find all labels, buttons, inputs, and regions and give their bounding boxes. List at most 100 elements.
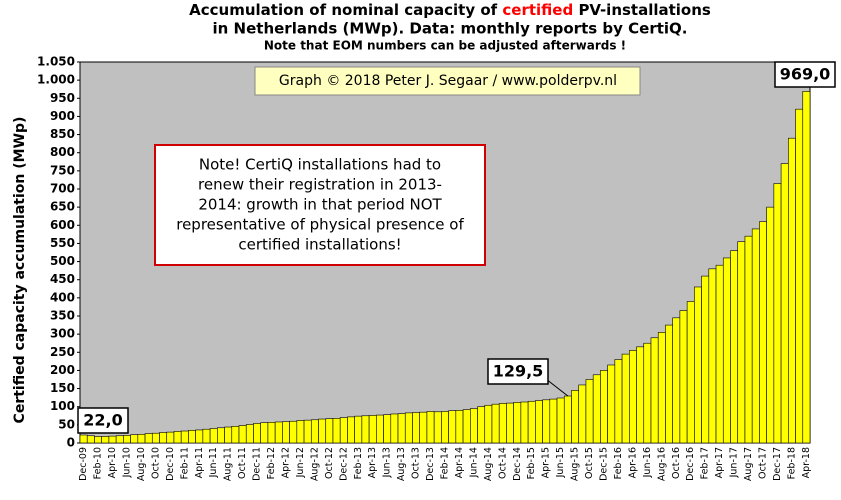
y-tick-label: 350: [50, 309, 75, 323]
bar: [404, 412, 413, 444]
bar: [151, 432, 160, 444]
x-tick-label: Apr-16: [627, 447, 638, 478]
bar: [592, 374, 601, 444]
bar: [600, 370, 608, 444]
bar: [722, 257, 731, 444]
x-tick-label: Feb-14: [440, 447, 451, 479]
y-tick-label: 600: [50, 218, 75, 232]
x-tick-label: Aug-15: [570, 447, 581, 481]
x-tick-label: Apr-15: [541, 447, 552, 478]
bar: [79, 434, 88, 444]
bar: [202, 428, 211, 444]
bar: [527, 400, 536, 444]
value-label: 129,5: [493, 362, 544, 381]
x-tick-label: Oct-10: [150, 447, 161, 479]
x-tick-label: Apr-11: [194, 447, 205, 478]
bar: [368, 415, 377, 444]
bar: [325, 418, 334, 444]
title-part: Accumulation of nominal capacity of: [189, 1, 502, 19]
x-tick-label: Apr-18: [801, 447, 812, 478]
bar: [101, 436, 110, 444]
bar: [520, 401, 529, 444]
x-tick-label: Aug-14: [483, 447, 494, 481]
chart-subtitle: Note that EOM numbers can be adjusted af…: [264, 39, 626, 53]
bar: [571, 390, 580, 444]
bar: [643, 342, 652, 444]
x-tick-label: Dec-12: [338, 447, 349, 481]
x-tick-label: Apr-14: [454, 447, 465, 478]
value-label: 22,0: [83, 411, 122, 430]
bar: [802, 91, 811, 444]
x-tick-label: Dec-09: [78, 447, 89, 481]
x-tick-label: Oct-14: [497, 447, 508, 479]
bar: [267, 422, 276, 444]
x-tick-label: Oct-13: [411, 447, 422, 479]
note-line: 2014: growth in that period NOT: [198, 196, 442, 214]
y-tick-label: 400: [50, 290, 75, 304]
bar: [224, 426, 233, 444]
bar: [607, 364, 616, 444]
bar: [788, 137, 796, 444]
note-line: Note! CertiQ installations had to: [199, 156, 441, 174]
bar: [238, 425, 247, 444]
x-tick-label: Dec-13: [425, 447, 436, 481]
y-tick-label: 850: [50, 127, 75, 141]
bar: [159, 432, 168, 444]
bar: [361, 415, 370, 444]
bar: [419, 411, 428, 444]
value-label-box: [77, 407, 129, 434]
bar: [209, 428, 218, 444]
x-tick-label: Feb-12: [266, 447, 277, 479]
y-tick-label: 300: [50, 327, 75, 341]
x-tick-label: Apr-13: [367, 447, 378, 478]
bar: [556, 397, 565, 444]
bar: [759, 221, 767, 444]
bar: [289, 420, 298, 444]
x-tick-label: Oct-17: [758, 447, 769, 479]
bar: [433, 411, 442, 444]
credit: Graph © 2018 Peter J. Segaar / www.polde…: [279, 73, 617, 89]
bar: [730, 250, 739, 444]
y-tick-label: 450: [50, 272, 75, 286]
bar: [180, 430, 189, 444]
y-tick-label: 150: [50, 381, 75, 395]
x-tick-label: Feb-17: [700, 447, 711, 479]
bar: [462, 409, 471, 444]
value-label: 969,0: [780, 65, 831, 84]
note-box: [154, 144, 486, 266]
bar: [253, 423, 261, 444]
x-tick-label: Oct-12: [324, 447, 335, 479]
bar: [780, 163, 789, 444]
bar: [621, 353, 630, 444]
bar: [448, 410, 457, 444]
y-tick-label: 950: [50, 91, 75, 105]
bar: [477, 406, 486, 444]
x-tick-label: Feb-10: [93, 447, 104, 479]
bar: [390, 413, 399, 444]
y-tick-label: 750: [50, 163, 75, 177]
chart-title-line2: in Netherlands (MWp). Data: monthly repo…: [213, 20, 688, 38]
bar: [354, 415, 363, 444]
bar: [144, 433, 153, 444]
bar: [332, 418, 341, 444]
bar: [274, 421, 283, 444]
note-line: certified installations!: [238, 236, 401, 254]
bar: [542, 399, 551, 444]
x-tick-label: Jun-14: [468, 447, 479, 478]
bar: [130, 434, 139, 444]
bar: [318, 418, 327, 444]
bar: [506, 402, 514, 444]
chart-title: Accumulation of nominal capacity of cert…: [189, 1, 711, 19]
bar: [766, 206, 775, 444]
label-leader: [545, 378, 569, 397]
y-tick-label: 1.050: [37, 55, 75, 69]
x-tick-label: Feb-18: [786, 447, 797, 479]
bar: [657, 332, 666, 444]
bar: [231, 426, 240, 444]
credit-box: [254, 66, 641, 96]
x-tick-label: Jun-15: [555, 447, 566, 478]
bar: [694, 286, 702, 444]
bar: [672, 317, 681, 444]
x-tick-label: Aug-12: [309, 447, 320, 481]
bar: [629, 350, 637, 444]
